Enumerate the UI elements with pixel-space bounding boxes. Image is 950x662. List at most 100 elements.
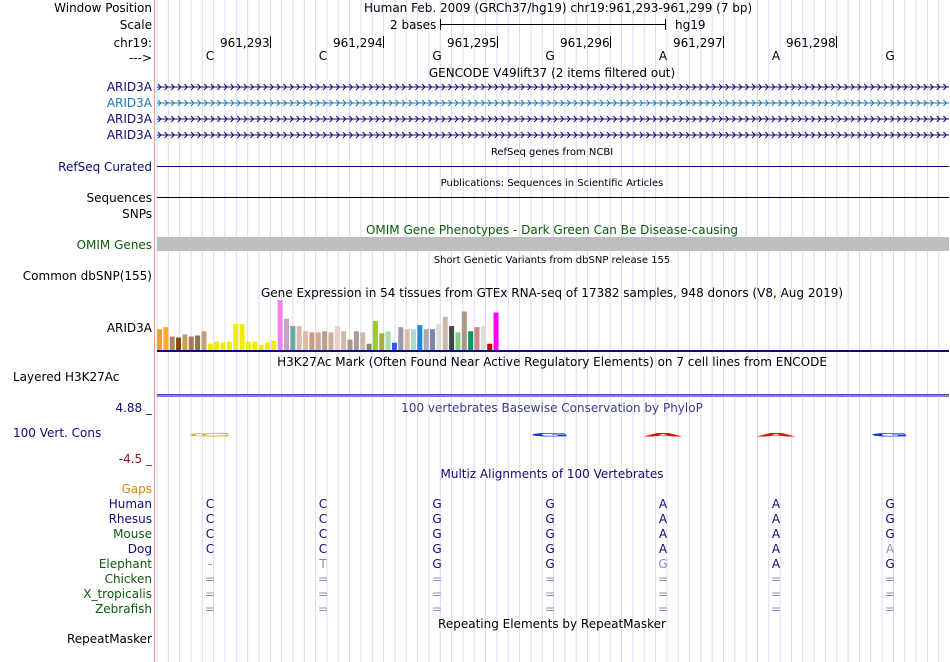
gtex-tissue-bar[interactable] bbox=[353, 331, 359, 350]
gtex-bar-chart[interactable] bbox=[157, 298, 949, 352]
gtex-tissue-bar[interactable] bbox=[188, 336, 194, 350]
gtex-tissue-bar[interactable] bbox=[334, 326, 340, 350]
gtex-tissue-bar[interactable] bbox=[398, 327, 404, 350]
species-label[interactable]: Elephant bbox=[98, 557, 152, 571]
gtex-tissue-bar[interactable] bbox=[391, 342, 397, 350]
gtex-tissue-bar[interactable] bbox=[455, 332, 461, 350]
gtex-tissue-bar[interactable] bbox=[309, 332, 315, 350]
gtex-tissue-bar[interactable] bbox=[366, 343, 372, 350]
gene-label-arid3a-1[interactable]: ARID3A bbox=[106, 80, 152, 94]
gtex-tissue-bar[interactable] bbox=[245, 341, 251, 350]
refseq-gene-line[interactable] bbox=[157, 166, 949, 167]
gtex-tissue-bar[interactable] bbox=[341, 331, 347, 350]
gtex-gene-label[interactable]: ARID3A bbox=[106, 321, 152, 335]
phylop-track-title[interactable]: 100 vertebrates Basewise Conservation by… bbox=[401, 401, 703, 415]
species-label[interactable]: Dog bbox=[127, 542, 152, 556]
repeatmasker-label[interactable]: RepeatMasker bbox=[66, 632, 152, 646]
gaps-label[interactable]: Gaps bbox=[121, 482, 152, 496]
gtex-tissue-bar[interactable] bbox=[468, 331, 474, 350]
conservation-logo-letter[interactable]: G bbox=[870, 433, 910, 438]
gtex-tissue-bar[interactable] bbox=[442, 316, 448, 350]
gtex-tissue-bar[interactable] bbox=[214, 341, 220, 350]
gtex-tissue-bar[interactable] bbox=[284, 318, 289, 350]
sequences-label[interactable]: Sequences bbox=[86, 191, 152, 205]
gtex-tissue-bar[interactable] bbox=[277, 300, 283, 350]
cons-track-label[interactable]: 100 Vert. Cons bbox=[13, 426, 102, 440]
gtex-tissue-bar[interactable] bbox=[176, 337, 182, 350]
gtex-tissue-bar[interactable] bbox=[303, 331, 309, 350]
species-label[interactable]: Human bbox=[108, 497, 152, 511]
publications-track-title[interactable]: Publications: Sequences in Scientific Ar… bbox=[440, 178, 664, 189]
gtex-tissue-bar[interactable] bbox=[404, 329, 410, 350]
layered-h3k27ac-label[interactable]: Layered H3K27Ac bbox=[13, 370, 120, 384]
gtex-tissue-bar[interactable] bbox=[328, 332, 334, 350]
gene-label-arid3a-2[interactable]: ARID3A bbox=[106, 96, 152, 110]
gtex-tissue-bar[interactable] bbox=[347, 339, 353, 350]
gtex-tissue-bar[interactable] bbox=[226, 341, 232, 350]
gtex-tissue-bar[interactable] bbox=[220, 342, 226, 350]
gtex-tissue-bar[interactable] bbox=[290, 326, 296, 350]
gtex-tissue-bar[interactable] bbox=[163, 327, 169, 350]
multiz-track-title[interactable]: Multiz Alignments of 100 Vertebrates bbox=[440, 467, 664, 481]
gtex-tissue-bar[interactable] bbox=[233, 324, 239, 350]
gtex-tissue-bar[interactable] bbox=[411, 329, 416, 350]
gtex-tissue-bar[interactable] bbox=[195, 335, 201, 350]
gtex-tissue-bar[interactable] bbox=[322, 331, 328, 350]
common-dbsnp-label[interactable]: Common dbSNP(155) bbox=[22, 269, 152, 283]
species-label[interactable]: X_tropicalis bbox=[83, 587, 152, 601]
omim-track-title[interactable]: OMIM Gene Phenotypes - Dark Green Can Be… bbox=[365, 223, 739, 237]
species-label[interactable]: Rhesus bbox=[108, 512, 152, 526]
gene-label-arid3a-3[interactable]: ARID3A bbox=[106, 112, 152, 126]
omim-gene-block[interactable] bbox=[157, 237, 949, 251]
species-label[interactable]: Zebrafish bbox=[95, 602, 152, 616]
gtex-tissue-bar[interactable] bbox=[423, 329, 429, 350]
conservation-logo-letter[interactable]: A bbox=[643, 433, 685, 438]
gtex-tissue-bar[interactable] bbox=[385, 331, 391, 350]
snps-label[interactable]: SNPs bbox=[122, 207, 152, 221]
species-label[interactable]: Chicken bbox=[104, 572, 152, 586]
gencode-transcript-1[interactable] bbox=[157, 83, 949, 91]
gene-label-arid3a-4[interactable]: ARID3A bbox=[106, 128, 152, 142]
gtex-tissue-bar[interactable] bbox=[315, 332, 321, 350]
gtex-tissue-bar[interactable] bbox=[436, 324, 442, 350]
gtex-tissue-bar[interactable] bbox=[430, 329, 436, 350]
conservation-logo-letter[interactable]: G bbox=[530, 433, 570, 438]
publications-line[interactable] bbox=[157, 197, 949, 198]
gtex-tissue-bar[interactable] bbox=[379, 333, 385, 350]
gtex-tissue-bar[interactable] bbox=[252, 341, 258, 350]
gtex-tissue-bar[interactable] bbox=[201, 331, 207, 350]
gtex-tissue-bar[interactable] bbox=[271, 340, 277, 350]
h3k27ac-track-title[interactable]: H3K27Ac Mark (Often Found Near Active Re… bbox=[277, 355, 827, 369]
refseq-track-title[interactable]: RefSeq genes from NCBI bbox=[490, 147, 614, 158]
gtex-tissue-bar[interactable] bbox=[487, 343, 493, 350]
omim-genes-label[interactable]: OMIM Genes bbox=[76, 238, 152, 252]
gencode-transcript-3[interactable] bbox=[157, 115, 949, 123]
gtex-tissue-bar[interactable] bbox=[157, 329, 162, 350]
gtex-tissue-bar[interactable] bbox=[417, 325, 423, 350]
gtex-tissue-bar[interactable] bbox=[461, 311, 467, 350]
gtex-tissue-bar[interactable] bbox=[360, 332, 366, 350]
gencode-track-title[interactable]: GENCODE V49lift37 (2 items filtered out) bbox=[428, 66, 676, 80]
conservation-logo-letter[interactable]: C bbox=[190, 433, 231, 439]
gtex-tissue-bar[interactable] bbox=[480, 326, 486, 350]
gtex-tissue-bar[interactable] bbox=[449, 326, 455, 350]
h3k27ac-signal[interactable] bbox=[157, 394, 949, 397]
repeatmasker-track-title[interactable]: Repeating Elements by RepeatMasker bbox=[438, 617, 666, 631]
gtex-tissue-bar[interactable] bbox=[474, 327, 480, 350]
conservation-logo-letter[interactable]: A bbox=[756, 433, 798, 438]
gtex-tissue-bar[interactable] bbox=[493, 312, 499, 350]
gtex-track-title[interactable]: Gene Expression in 54 tissues from GTEx … bbox=[260, 286, 844, 300]
gtex-tissue-bar[interactable] bbox=[264, 342, 270, 350]
dbsnp-track-title[interactable]: Short Genetic Variants from dbSNP releas… bbox=[433, 255, 671, 266]
gtex-tissue-bar[interactable] bbox=[182, 334, 188, 350]
gtex-tissue-bar[interactable] bbox=[258, 344, 264, 350]
gtex-tissue-bar[interactable] bbox=[239, 324, 245, 350]
refseq-label[interactable]: RefSeq Curated bbox=[58, 160, 152, 174]
gencode-transcript-2[interactable] bbox=[157, 99, 949, 107]
gtex-tissue-bar[interactable] bbox=[207, 343, 213, 350]
gtex-tissue-bar[interactable] bbox=[372, 320, 378, 350]
gtex-tissue-bar[interactable] bbox=[296, 326, 302, 350]
species-label[interactable]: Mouse bbox=[113, 527, 152, 541]
gencode-transcript-4[interactable] bbox=[157, 131, 949, 139]
